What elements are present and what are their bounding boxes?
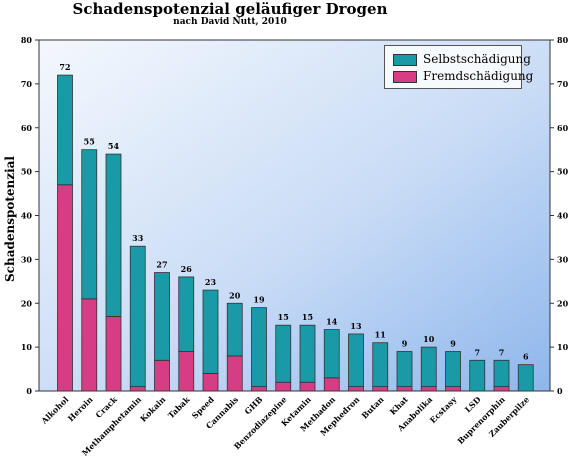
bar-fremd-methamphetamin bbox=[129, 386, 146, 392]
bar-fremd-buprenorphin bbox=[493, 386, 510, 392]
data-label-benzodiazepine: 15 bbox=[278, 312, 289, 322]
bar-selbst-mephedron bbox=[348, 333, 364, 388]
data-label-mephedron: 13 bbox=[350, 321, 362, 331]
bar-fremd-methadon bbox=[323, 377, 340, 392]
legend-label-selbstschaedigung: Selbstschädigung bbox=[423, 52, 531, 66]
y-axis-label: Schadenspotenzial bbox=[3, 156, 17, 282]
data-label-buprenorphin: 7 bbox=[499, 347, 505, 357]
bar-fremd-ghb bbox=[251, 386, 267, 392]
bar-selbst-ghb bbox=[251, 307, 267, 388]
y-tick-label-left: 30 bbox=[21, 254, 33, 264]
bar-fremd-khat bbox=[396, 386, 413, 392]
data-label-ecstasy: 9 bbox=[450, 339, 456, 349]
legend: Selbstschädigung Fremdschädigung bbox=[384, 45, 533, 89]
y-tick-label-right: 50 bbox=[557, 167, 569, 177]
legend-swatch-selbstschaedigung bbox=[393, 54, 417, 66]
bar-selbst-ketamin bbox=[299, 324, 316, 383]
y-tick-label-left: 40 bbox=[21, 211, 33, 221]
x-tick-label-tabak: Tabak bbox=[166, 394, 192, 420]
y-tick-label-right: 60 bbox=[557, 123, 569, 133]
data-label-zauberpilze: 6 bbox=[523, 352, 529, 362]
data-label-heroin: 55 bbox=[84, 137, 95, 147]
x-tick-label-butan: Butan bbox=[359, 394, 385, 420]
data-label-khat: 9 bbox=[402, 339, 408, 349]
y-tick-label-right: 10 bbox=[557, 342, 569, 352]
chart-subtitle: nach David Nutt, 2010 bbox=[173, 17, 287, 27]
x-tick-label-alkohol: Alkohol bbox=[38, 394, 70, 426]
y-tick-label-left: 50 bbox=[21, 167, 33, 177]
data-label-alkohol: 72 bbox=[59, 62, 70, 72]
data-label-lsd: 7 bbox=[474, 347, 480, 357]
bar-selbst-cannabis bbox=[226, 302, 243, 357]
x-tick-label-ecstasy: Ecstasy bbox=[428, 394, 459, 425]
y-tick-label-right: 0 bbox=[557, 386, 563, 396]
data-label-methadon: 14 bbox=[326, 317, 338, 327]
y-tick-label-right: 40 bbox=[557, 211, 569, 221]
x-tick-label-kokain: Kokain bbox=[138, 394, 168, 424]
x-tick-label-heroin: Heroin bbox=[66, 394, 95, 423]
x-tick-label-lsd: LSD bbox=[463, 394, 483, 414]
bar-fremd-ketamin bbox=[299, 381, 316, 392]
y-tick-label-right: 20 bbox=[557, 298, 569, 308]
y-tick-label-right: 80 bbox=[557, 35, 569, 45]
bar-selbst-khat bbox=[396, 351, 413, 388]
bar-selbst-ecstasy bbox=[445, 351, 461, 388]
bar-fremd-benzodiazepine bbox=[275, 381, 292, 392]
x-tick-label-ghb: GHB bbox=[242, 394, 264, 416]
data-label-butan: 11 bbox=[375, 330, 386, 340]
data-label-cannabis: 20 bbox=[229, 290, 241, 300]
y-tick-label-left: 20 bbox=[21, 298, 33, 308]
data-label-anabolika: 10 bbox=[423, 334, 435, 344]
bar-fremd-anabolika bbox=[420, 386, 437, 392]
data-label-ketamin: 15 bbox=[302, 312, 313, 322]
y-tick-label-left: 10 bbox=[21, 342, 33, 352]
bar-fremd-alkohol bbox=[57, 184, 73, 392]
data-label-methamphetamin: 33 bbox=[132, 233, 144, 243]
bar-fremd-butan bbox=[372, 386, 389, 392]
legend-label-fremdschaedigung: Fremdschädigung bbox=[423, 69, 534, 83]
y-tick-label-left: 80 bbox=[21, 35, 33, 45]
bar-selbst-tabak bbox=[178, 276, 195, 352]
bar-selbst-speed bbox=[202, 289, 219, 374]
bar-fremd-mephedron bbox=[348, 386, 364, 392]
data-label-speed: 23 bbox=[205, 277, 217, 287]
bar-fremd-cannabis bbox=[226, 355, 243, 392]
bar-selbst-anabolika bbox=[420, 346, 437, 388]
bar-fremd-heroin bbox=[81, 298, 98, 392]
data-label-tabak: 26 bbox=[181, 264, 193, 274]
bar-selbst-buprenorphin bbox=[493, 359, 510, 388]
bar-selbst-benzodiazepine bbox=[275, 324, 292, 383]
chart-title: Schadenspotenzial geläufiger Drogen bbox=[72, 0, 388, 18]
bar-selbst-heroin bbox=[81, 149, 98, 300]
bar-selbst-butan bbox=[372, 342, 389, 388]
bar-fremd-speed bbox=[202, 373, 219, 392]
y-tick-label-right: 70 bbox=[557, 79, 569, 89]
bar-selbst-lsd bbox=[469, 359, 486, 392]
y-tick-label-left: 70 bbox=[21, 79, 33, 89]
plot-area bbox=[38, 39, 551, 392]
bar-selbst-zauberpilze bbox=[517, 364, 534, 392]
data-label-crack: 54 bbox=[108, 141, 120, 151]
legend-swatch-fremdschaedigung bbox=[393, 71, 417, 83]
bar-fremd-crack bbox=[105, 316, 122, 392]
bar-selbst-kokain bbox=[154, 272, 170, 361]
data-label-ghb: 19 bbox=[253, 295, 265, 305]
bar-fremd-kokain bbox=[154, 359, 170, 392]
bar-selbst-methamphetamin bbox=[129, 245, 146, 388]
y-tick-label-right: 30 bbox=[557, 254, 569, 264]
bar-fremd-tabak bbox=[178, 351, 195, 392]
y-tick-label-left: 60 bbox=[21, 123, 33, 133]
y-tick-label-left: 0 bbox=[26, 386, 32, 396]
bar-selbst-methadon bbox=[323, 329, 340, 379]
bar-selbst-crack bbox=[105, 153, 122, 317]
bar-selbst-alkohol bbox=[57, 74, 73, 186]
bar-fremd-ecstasy bbox=[445, 386, 461, 392]
data-label-kokain: 27 bbox=[156, 260, 167, 270]
